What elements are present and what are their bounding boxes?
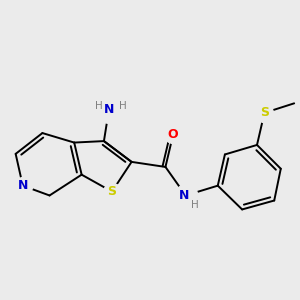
Text: N: N — [179, 189, 189, 202]
Text: H: H — [95, 101, 102, 111]
Text: H: H — [191, 200, 199, 210]
Text: N: N — [104, 103, 114, 116]
Text: O: O — [168, 128, 178, 141]
Text: H: H — [119, 101, 127, 111]
Text: N: N — [18, 179, 28, 192]
Text: S: S — [107, 185, 116, 198]
Text: S: S — [260, 106, 269, 119]
